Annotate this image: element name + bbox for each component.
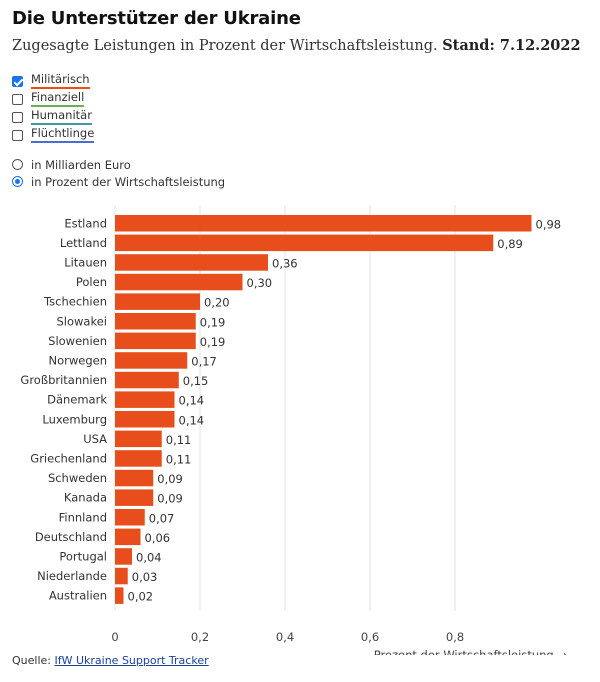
- bar-10: [115, 411, 175, 428]
- bar-15: [115, 509, 145, 526]
- bar-7: [115, 352, 188, 369]
- bar-4: [115, 293, 200, 310]
- x-axis-label: Prozent der Wirtschaftsleistung →: [374, 648, 568, 655]
- value-label-18: 0,03: [132, 570, 158, 584]
- category-label-7: Norwegen: [48, 353, 107, 367]
- value-label-14: 0,09: [157, 492, 183, 506]
- category-label-11: USA: [83, 432, 107, 446]
- category-label-5: Slowakei: [56, 314, 107, 328]
- category-filters: Militärisch Finanziell Humanitär Flüchtl…: [12, 72, 95, 144]
- value-label-4: 0,20: [204, 296, 230, 310]
- bar-1: [115, 234, 494, 252]
- subtitle-text: Zugesagte Leistungen in Prozent der Wirt…: [12, 38, 438, 54]
- filter-label-militaerisch: Militärisch: [31, 73, 90, 89]
- category-label-9: Dänemark: [47, 393, 107, 407]
- radio-milliarden-euro[interactable]: in Milliarden Euro: [12, 156, 225, 173]
- checkbox-finanziell[interactable]: [12, 93, 23, 105]
- bar-12: [115, 450, 162, 467]
- category-label-4: Tschechien: [43, 295, 107, 309]
- radio-label-milliarden-euro: in Milliarden Euro: [31, 157, 131, 172]
- bar-chart: Estland 0,98 Lettland 0,89 Litauen 0,36 Polen 0…: [20, 205, 568, 655]
- radio-label-prozent: in Prozent der Wirtschaftsleistung: [31, 174, 226, 189]
- category-label-14: Kanada: [64, 491, 107, 505]
- category-label-12: Griechenland: [30, 451, 107, 465]
- bar-0: [115, 215, 532, 232]
- bar-13: [115, 469, 154, 487]
- category-label-8: Großbritannien: [20, 373, 107, 387]
- source-link[interactable]: IfW Ukraine Support Tracker: [54, 654, 209, 667]
- category-label-6: Slowenien: [48, 334, 107, 348]
- bar-16: [115, 528, 141, 546]
- category-label-16: Deutschland: [35, 530, 107, 544]
- bar-8: [115, 371, 179, 389]
- value-label-3: 0,30: [247, 276, 273, 290]
- bar-17: [115, 548, 132, 565]
- filter-finanziell[interactable]: Finanziell: [12, 90, 94, 108]
- value-label-0: 0,98: [536, 217, 562, 231]
- filter-fluechtlinge[interactable]: Flüchtlinge: [12, 126, 95, 144]
- category-label-0: Estland: [64, 216, 107, 230]
- bar-6: [115, 332, 196, 350]
- source-line: Quelle: IfW Ukraine Support Tracker: [12, 654, 209, 667]
- bar-18: [115, 567, 128, 585]
- category-label-18: Niederlande: [37, 569, 107, 583]
- x-tick-label-0: 0: [111, 630, 118, 644]
- bar-9: [115, 391, 175, 408]
- category-label-13: Schweden: [48, 471, 107, 485]
- unit-selector: in Milliarden Euro in Prozent der Wirtsc…: [12, 156, 225, 190]
- chart-subtitle: Zugesagte Leistungen in Prozent der Wirt…: [12, 37, 581, 54]
- checkbox-militaerisch[interactable]: [12, 75, 23, 87]
- bar-3: [115, 273, 243, 291]
- checkbox-humanitaer[interactable]: [12, 111, 23, 123]
- bar-14: [115, 489, 154, 506]
- value-label-10: 0,14: [179, 413, 205, 427]
- filter-militaerisch[interactable]: Militärisch: [12, 72, 94, 90]
- value-label-7: 0,17: [191, 354, 217, 368]
- x-tick-label-2: 0,4: [276, 630, 294, 644]
- chart-title: Die Unterstützer der Ukraine: [12, 8, 301, 29]
- category-label-1: Lettland: [60, 236, 107, 250]
- source-prefix: Quelle:: [12, 654, 51, 667]
- radio-prozent[interactable]: in Prozent der Wirtschaftsleistung: [12, 173, 225, 190]
- filter-label-humanitaer: Humanitär: [31, 109, 92, 125]
- value-label-2: 0,36: [272, 256, 298, 270]
- filter-humanitaer[interactable]: Humanitär: [12, 108, 94, 126]
- category-label-17: Portugal: [59, 549, 107, 563]
- bar-5: [115, 313, 196, 330]
- category-label-2: Litauen: [64, 255, 107, 269]
- value-label-12: 0,11: [166, 452, 192, 466]
- category-label-3: Polen: [76, 275, 107, 289]
- filter-label-finanziell: Finanziell: [31, 91, 85, 107]
- value-label-16: 0,06: [145, 531, 171, 545]
- subtitle-stand: Stand: 7.12.2022: [442, 37, 581, 54]
- category-label-10: Luxemburg: [42, 412, 107, 426]
- radio-button-prozent[interactable]: [12, 176, 23, 187]
- x-tick-label-3: 0,6: [361, 630, 379, 644]
- category-label-19: Australien: [49, 589, 107, 603]
- value-label-5: 0,19: [200, 315, 226, 329]
- x-tick-label-1: 0,2: [191, 630, 209, 644]
- filter-label-fluechtlinge: Flüchtlinge: [31, 127, 95, 143]
- category-label-15: Finnland: [59, 510, 107, 524]
- value-label-19: 0,02: [128, 590, 154, 604]
- value-label-15: 0,07: [149, 511, 175, 525]
- value-label-13: 0,09: [157, 472, 183, 486]
- value-label-8: 0,15: [183, 374, 209, 388]
- value-label-1: 0,89: [497, 237, 523, 251]
- bar-19: [115, 587, 124, 604]
- value-label-6: 0,19: [200, 335, 226, 349]
- value-label-11: 0,11: [166, 433, 192, 447]
- bar-2: [115, 254, 268, 271]
- checkbox-fluechtlinge[interactable]: [12, 129, 23, 141]
- bar-11: [115, 430, 162, 448]
- value-label-9: 0,14: [179, 394, 205, 408]
- x-tick-label-4: 0,8: [446, 630, 464, 644]
- value-label-17: 0,04: [136, 550, 162, 564]
- radio-button-milliarden-euro[interactable]: [12, 159, 23, 170]
